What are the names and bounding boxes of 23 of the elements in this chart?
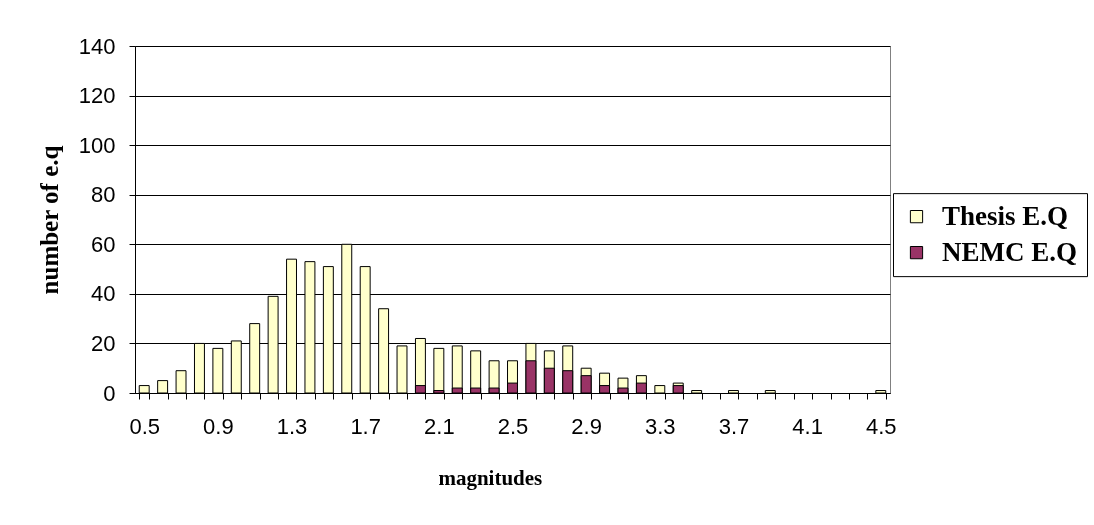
x-tick-label: 2.1	[424, 413, 455, 439]
x-tick-label: 4.1	[792, 413, 823, 439]
legend-label: Thesis E.Q	[942, 200, 1069, 231]
y-tick-label: 0	[103, 380, 116, 406]
x-tick-label: 2.5	[497, 413, 529, 439]
legend-label: NEMC E.Q	[942, 236, 1077, 267]
x-tick-label: 0.9	[203, 413, 234, 439]
y-axis-title: number of e.q	[35, 145, 63, 295]
x-tick-label: 0.5	[129, 413, 160, 439]
y-tick-label: 140	[78, 33, 116, 59]
x-axis-title: magnitudes	[438, 465, 543, 490]
x-tick-label: 1.3	[276, 413, 308, 439]
y-tick-label: 100	[78, 132, 116, 158]
y-tick-label: 80	[91, 182, 116, 208]
x-tick-label: 1.7	[350, 413, 381, 439]
y-tick-label: 120	[78, 83, 116, 109]
y-tick-label: 40	[91, 281, 116, 307]
x-tick-label: 2.9	[571, 413, 602, 439]
x-tick-label: 3.3	[645, 413, 676, 439]
x-tick-label: 4.5	[866, 413, 897, 439]
y-tick-label: 60	[91, 231, 116, 257]
x-tick-label: 3.7	[718, 413, 750, 439]
y-tick-label: 20	[91, 330, 116, 356]
